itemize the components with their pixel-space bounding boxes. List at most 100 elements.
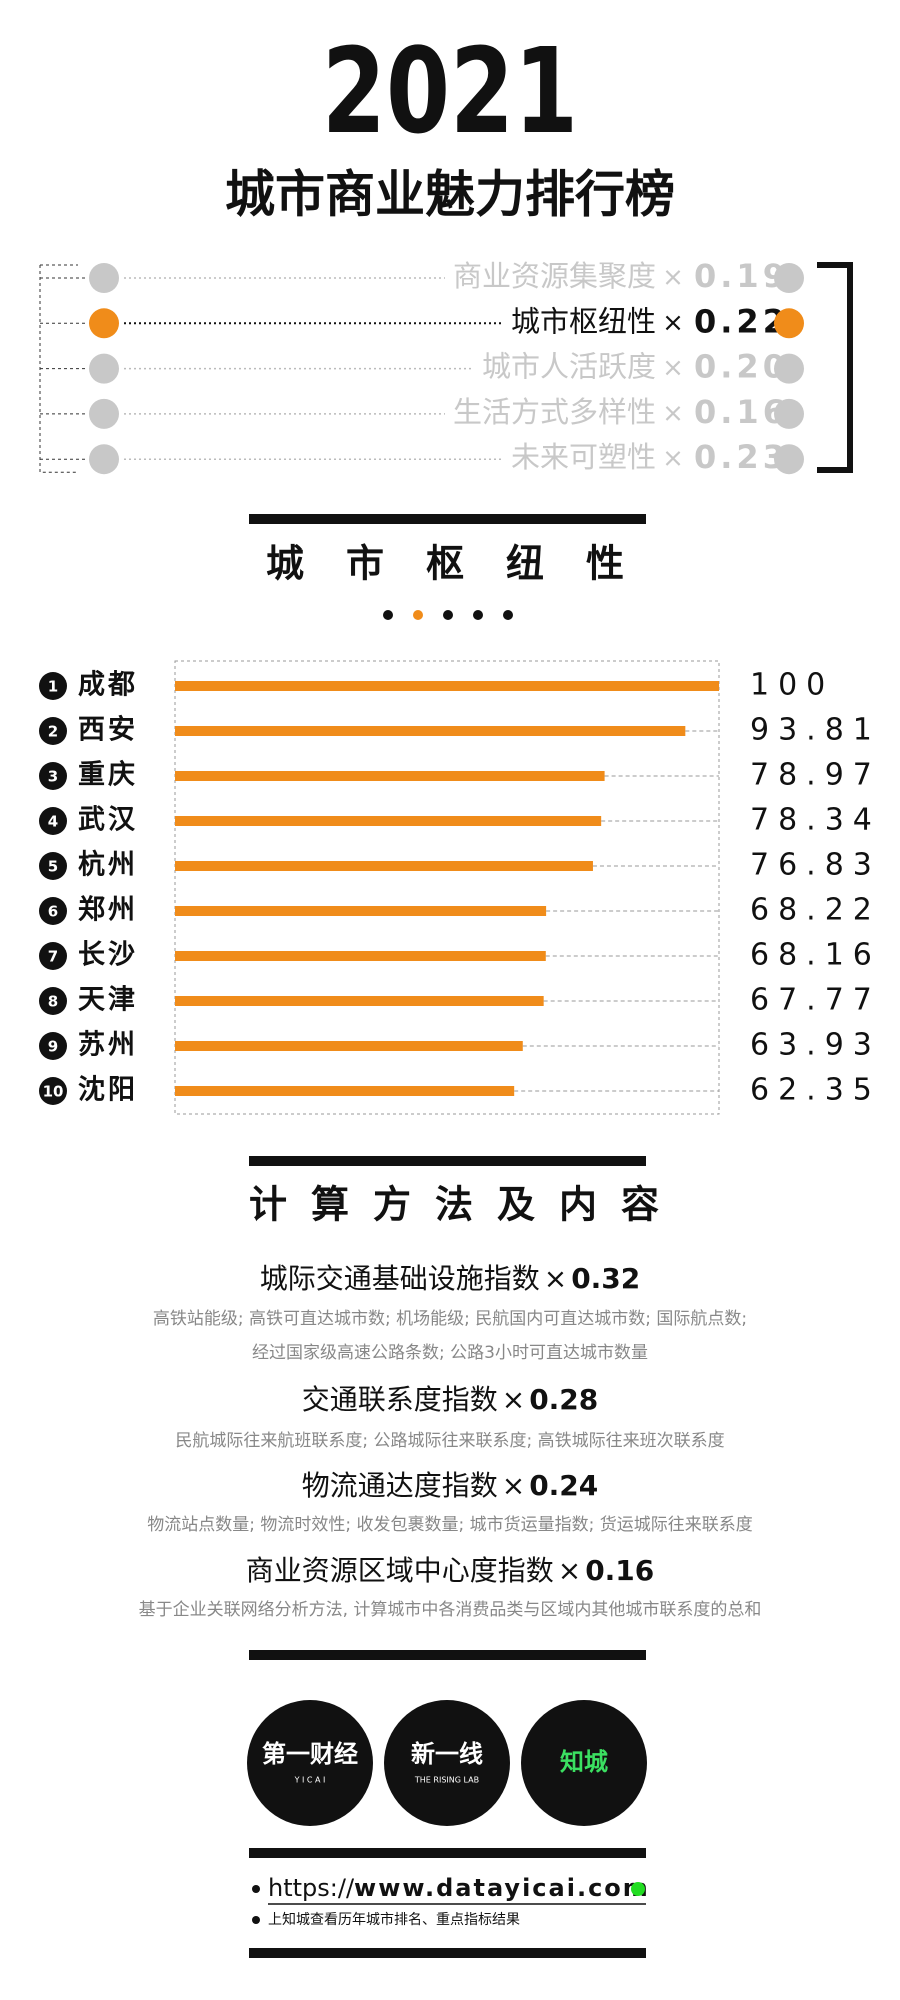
value-label: 67.77 (750, 983, 881, 1018)
weight-value: 0.23 (694, 438, 789, 476)
bar (175, 771, 605, 781)
page-dot (503, 610, 513, 620)
rank-badge (39, 987, 67, 1015)
logo-sub: THE RISING LAB (414, 1776, 479, 1785)
rank-badge (39, 897, 67, 925)
note: 上知城查看历年城市排名、重点指标结果 (268, 1911, 520, 1928)
city-label: 重庆 (78, 759, 138, 791)
bar (175, 681, 719, 691)
multiplier: × (544, 1262, 567, 1295)
city-label: 成都 (78, 670, 138, 701)
bar (175, 906, 547, 916)
method-weight: 0.24 (529, 1469, 598, 1502)
city-label: 武汉 (78, 805, 138, 836)
rank-number: 7 (48, 948, 58, 966)
method-desc: 物流站点数量; 物流时效性; 收发包裹数量; 城市货运量指数; 货运城际往来联系… (147, 1515, 753, 1535)
section-title: 城市枢纽性 (266, 542, 666, 586)
logo-main: 知城 (560, 1748, 608, 1776)
multiplier: × (502, 1383, 525, 1416)
value-label: 93.81 (750, 713, 881, 748)
logo-main: 新一线 (411, 1740, 483, 1768)
rank-number: 4 (48, 813, 58, 831)
indicator-dot-right (774, 263, 804, 293)
rank-badge (39, 807, 67, 835)
rank-number: 6 (48, 903, 58, 921)
right-bracket (817, 262, 853, 473)
left-bracket (39, 264, 78, 473)
method-weight: 0.32 (571, 1262, 640, 1295)
multiplier: × (662, 353, 684, 383)
multiplier: × (662, 444, 684, 474)
page-dot (443, 610, 453, 620)
value-label: 76.83 (750, 848, 881, 883)
method-weight: 0.16 (585, 1554, 654, 1587)
page-dot (473, 610, 483, 620)
divider-bar (249, 1848, 646, 1858)
bar (175, 996, 544, 1006)
indicator-label: 生活方式多样性 (453, 395, 656, 429)
value-label: 78.34 (750, 803, 881, 838)
method-title: 城际交通基础设施指数 × 0.32 (260, 1262, 641, 1295)
logo-circle (521, 1700, 647, 1826)
logo-main: 第一财经 (262, 1740, 358, 1768)
method-desc: 民航城际往来航班联系度; 公路城际往来联系度; 高铁城际往来班次联系度 (175, 1431, 724, 1451)
city-label: 苏州 (78, 1030, 138, 1061)
indicator-dot (89, 398, 119, 429)
page-dot (383, 610, 393, 620)
bullet (252, 1916, 260, 1924)
status-dot (631, 1882, 645, 1896)
method-desc: 经过国家级高速公路条数; 公路3小时可直达城市数量 (252, 1343, 648, 1363)
rank-badge (39, 942, 67, 970)
multiplier: × (558, 1554, 581, 1587)
rank-badge (39, 672, 67, 700)
rank-number: 9 (48, 1038, 58, 1056)
url: https://www.datayicai.com (268, 1874, 650, 1902)
logo-sub: Y I C A I (294, 1776, 326, 1785)
rank-badge (39, 762, 67, 790)
bar (175, 726, 686, 736)
city-label: 杭州 (78, 849, 138, 881)
chart-frame (174, 660, 720, 1115)
bullet (252, 1885, 260, 1893)
value-label: 78.97 (750, 758, 881, 793)
indicator-label: 城市人活跃度 (482, 350, 656, 384)
indicator-dot (89, 444, 119, 475)
method-weight: 0.28 (529, 1383, 598, 1416)
value-label: 62.35 (750, 1073, 881, 1108)
rank-badge (39, 717, 67, 745)
rank-number: 2 (48, 723, 58, 741)
weight-value: 0.20 (694, 348, 789, 386)
city-label: 郑州 (78, 895, 138, 926)
method-desc: 高铁站能级; 高铁可直达城市数; 机场能级; 民航国内可直达城市数; 国际航点数… (153, 1309, 747, 1329)
multiplier: × (662, 308, 684, 338)
method-name: 商业资源区域中心度指数 (246, 1554, 554, 1587)
indicator-dot-right (774, 353, 804, 384)
method-name: 交通联系度指数 (302, 1383, 498, 1416)
method-name: 物流通达度指数 (302, 1469, 498, 1502)
indicator-dot-right (774, 444, 804, 475)
method-name: 城际交通基础设施指数 (260, 1262, 540, 1295)
rank-number: 8 (48, 993, 58, 1011)
bar (175, 1086, 515, 1096)
indicator-label: 商业资源集聚度 (453, 259, 656, 293)
indicator-dot (89, 353, 119, 384)
multiplier: × (662, 398, 684, 428)
indicator-label: 城市枢纽性 (511, 304, 656, 338)
value-label: 63.93 (750, 1028, 881, 1063)
multiplier: × (662, 263, 684, 293)
rank-number: 5 (48, 858, 58, 876)
bar (175, 1041, 523, 1051)
indicator-dot (89, 263, 119, 293)
section-title: 计算方法及内容 (249, 1183, 683, 1227)
title: 城市商业魅力排行榜 (225, 166, 675, 224)
method-title: 物流通达度指数 × 0.24 (302, 1469, 599, 1502)
value-label: 100 (750, 668, 834, 703)
method-desc: 基于企业关联网络分析方法, 计算城市中各消费品类与区域内其他城市联系度的总和 (139, 1600, 762, 1620)
rank-number: 10 (43, 1083, 64, 1101)
url-domain: www.datayicai.com (354, 1874, 650, 1902)
divider-bar (249, 1650, 646, 1660)
bar (175, 951, 546, 961)
value-label: 68.22 (750, 893, 881, 928)
